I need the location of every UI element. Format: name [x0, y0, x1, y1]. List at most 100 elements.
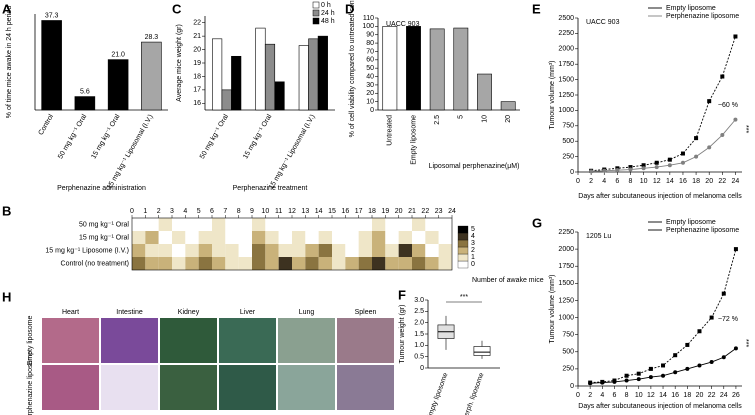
marker [720, 74, 725, 79]
marker [624, 373, 629, 378]
histology-image [101, 318, 158, 363]
panel-letter: B [2, 203, 11, 218]
y-tick-label: 1000 [558, 314, 574, 321]
x-tick-label: 14 [666, 178, 674, 185]
x-tick-label: Empty liposome [426, 372, 450, 415]
heat-cell [292, 244, 306, 257]
y-tick-label: 250 [562, 153, 574, 160]
x-axis-label: Perphenazine treatment [233, 185, 308, 192]
y-tick-label: 1.0 [414, 342, 424, 349]
x-tick-label: 10 [635, 392, 643, 399]
heat-cell [412, 257, 426, 270]
histology-image [278, 318, 335, 363]
legend-tick-label: 3 [471, 240, 475, 247]
x-tick-label: 2.5 [434, 115, 441, 125]
x-tick-label: 24 [732, 178, 740, 185]
column-label: Kidney [178, 309, 200, 316]
x-tick-label: 20 [696, 392, 704, 399]
bar [317, 35, 328, 111]
bar [298, 45, 309, 111]
heat-cell [398, 218, 412, 231]
heat-cell [225, 257, 239, 270]
x-tick-label: 12 [288, 208, 296, 215]
x-tick-label: 4 [602, 178, 606, 185]
y-tick-label: 21 [193, 33, 201, 40]
heat-cell [132, 257, 146, 270]
heat-cell [198, 257, 212, 270]
y-tick-label: 0 [420, 365, 424, 372]
y-tick-label: 3.0 [414, 297, 424, 304]
y-tick-label: 40 [366, 73, 374, 80]
series-line [591, 36, 736, 172]
heat-cell [305, 231, 319, 244]
heat-cell [412, 244, 426, 257]
marker [648, 375, 653, 380]
heat-cell [265, 218, 279, 231]
bar [477, 73, 492, 111]
value-label: 28.3 [145, 34, 159, 41]
y-tick-label: 20 [193, 46, 201, 53]
x-tick-label: 0 [576, 178, 580, 185]
x-tick-label: 8 [237, 208, 241, 215]
bar [429, 28, 445, 111]
marker [673, 353, 678, 358]
marker [685, 366, 690, 371]
marker [733, 117, 738, 122]
y-tick-label: 0 [370, 107, 374, 114]
y-tick-label: 20 [366, 90, 374, 97]
heat-cell [358, 231, 372, 244]
heat-cell [438, 257, 452, 270]
y-tick-label: 2250 [558, 229, 574, 236]
heat-cell [172, 231, 186, 244]
legend-label: 48 h [321, 18, 335, 25]
row-label: 15 mg kg⁻¹ Oral [79, 234, 129, 241]
y-tick-label: 1500 [558, 280, 574, 287]
marker [697, 363, 702, 368]
bar [453, 27, 469, 111]
bar [107, 59, 129, 111]
heat-cell [398, 244, 412, 257]
heat-cell [438, 218, 452, 231]
y-tick-label: 1750 [558, 263, 574, 270]
heat-cell [185, 244, 199, 257]
heat-cell [425, 218, 439, 231]
heat-cell [332, 257, 346, 270]
heat-cell [292, 218, 306, 231]
y-axis-label: Tumour volume (mm³) [549, 61, 556, 130]
y-tick-label: 0 [570, 169, 574, 176]
heat-cell [385, 218, 399, 231]
heat-cell [278, 218, 292, 231]
heat-cell [132, 244, 146, 257]
significance: *** [460, 294, 468, 301]
x-tick-label: 1 [143, 208, 147, 215]
legend-swatch [312, 1, 320, 9]
legend-label: Perphenazine liposome [666, 13, 739, 20]
y-tick-label: 70 [366, 48, 374, 55]
x-tick-label: 15 [328, 208, 336, 215]
x-tick-label: 13 [301, 208, 309, 215]
row-label: Empty liposome [27, 315, 34, 365]
heat-cell [212, 244, 226, 257]
x-tick-label: 14 [315, 208, 323, 215]
heat-cell [252, 257, 266, 270]
legend-swatch [457, 232, 469, 241]
legend-label: Empty liposome [666, 5, 716, 12]
legend-label: 24 h [321, 10, 335, 17]
x-tick-label: 23 [435, 208, 443, 215]
column-label: Intestine [116, 309, 143, 316]
heat-cell [198, 244, 212, 257]
y-tick-label: 1500 [558, 76, 574, 83]
y-tick-label: 2250 [558, 30, 574, 37]
marker [721, 355, 726, 360]
x-tick-label: 16 [671, 392, 679, 399]
marker [661, 373, 666, 378]
x-tick-label: 10 [640, 178, 648, 185]
heat-cell [372, 244, 386, 257]
heat-cell [145, 218, 159, 231]
marker [733, 346, 738, 351]
bar [74, 96, 96, 111]
x-tick-label: 18 [683, 392, 691, 399]
legend-label: Empty liposome [666, 219, 716, 226]
marker [680, 151, 685, 156]
marker [661, 363, 666, 368]
